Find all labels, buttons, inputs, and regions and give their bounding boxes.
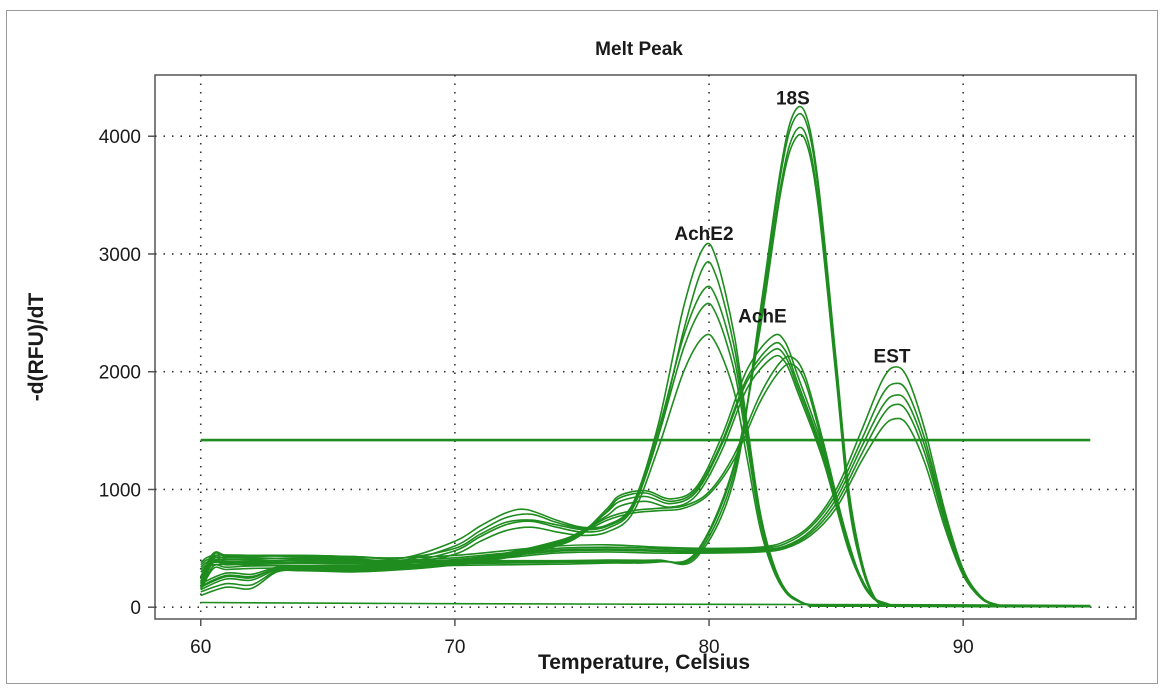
melt-curve-1 xyxy=(199,105,1091,608)
peak-annotations: 18S AchE2 AchE EST xyxy=(674,88,911,367)
melt-curve-19 xyxy=(200,403,1091,608)
melt-curve-16 xyxy=(200,366,1091,608)
melt-curve-21 xyxy=(200,601,1091,607)
x-tick-label: 80 xyxy=(698,637,719,658)
plot-area-border xyxy=(154,74,1137,620)
peak-label-ache: AchE xyxy=(738,306,787,327)
melt-curve-4 xyxy=(200,133,1091,608)
y-tick-label: 3000 xyxy=(99,245,141,266)
x-tick-label: 60 xyxy=(190,637,211,658)
y-axis-label: -d(RFU)/dT xyxy=(25,293,48,402)
melt-curve-17 xyxy=(200,382,1091,608)
tick-labels: 60 70 80 90 0 1000 2000 3000 4000 xyxy=(99,127,974,658)
chart-frame: 60 70 80 90 0 1000 2000 3000 4000 18S AchE2 AchE ES… xyxy=(6,10,1158,684)
melt-curve-2 xyxy=(199,112,1091,608)
y-tick-label: 4000 xyxy=(99,127,141,148)
x-tick-label: 70 xyxy=(444,637,465,658)
peak-label-est: EST xyxy=(874,346,911,367)
melt-curves xyxy=(199,105,1091,608)
y-tick-label: 1000 xyxy=(99,480,141,501)
melt-curve-3 xyxy=(200,126,1091,608)
grid-lines xyxy=(155,75,1136,619)
melt-curve-20 xyxy=(200,417,1091,608)
chart-title: Melt Peak xyxy=(595,39,683,60)
peak-label-18s: 18S xyxy=(776,88,810,109)
x-tick-label: 90 xyxy=(953,637,974,658)
x-axis-label: Temperature, Celsius xyxy=(538,651,750,674)
melt-curve-15 xyxy=(200,363,1091,608)
y-tick-label: 0 xyxy=(130,598,141,619)
melt-peak-chart: 60 70 80 90 0 1000 2000 3000 4000 18S AchE2 AchE ES… xyxy=(25,39,1137,674)
y-tick-label: 2000 xyxy=(99,363,141,384)
peak-label-ache2: AchE2 xyxy=(674,224,733,245)
